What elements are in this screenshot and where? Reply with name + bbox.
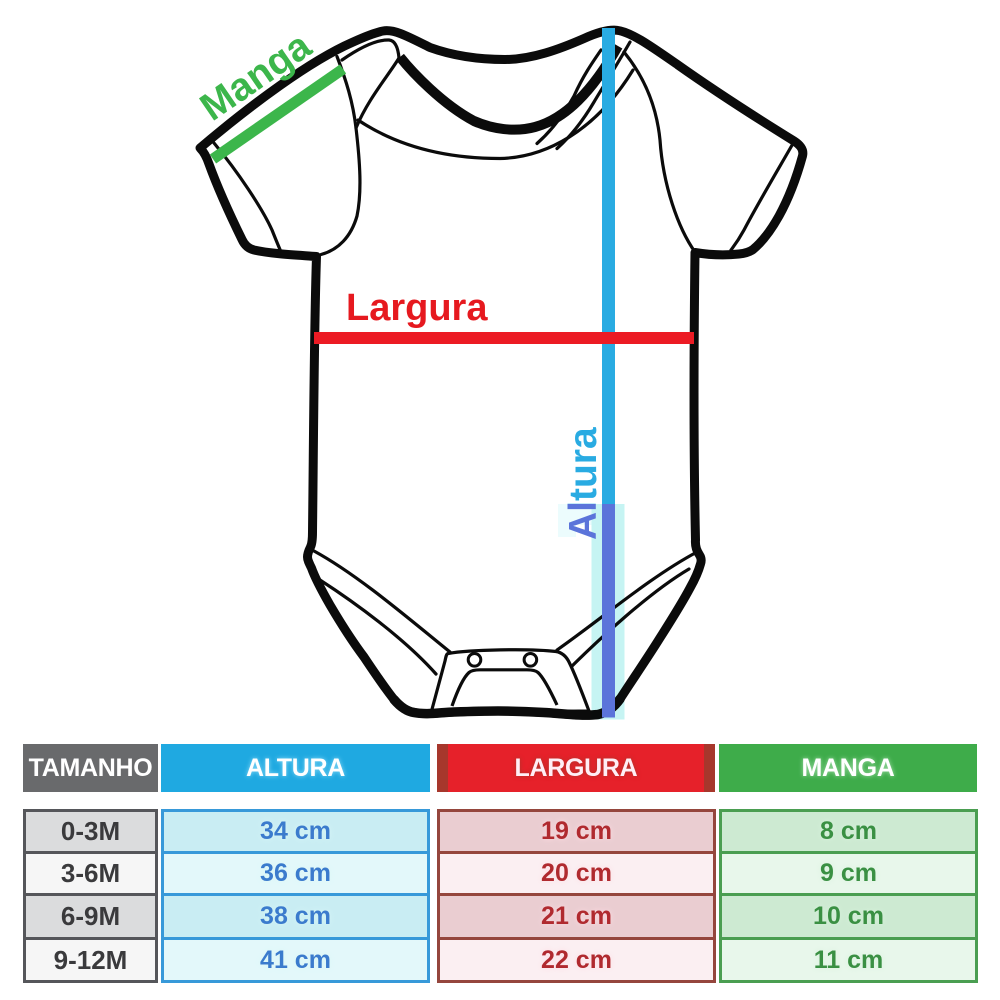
svg-text:Altura: Altura: [562, 427, 605, 540]
svg-text:Altura: Altura: [562, 427, 605, 540]
svg-text:Largura: Largura: [346, 287, 488, 329]
